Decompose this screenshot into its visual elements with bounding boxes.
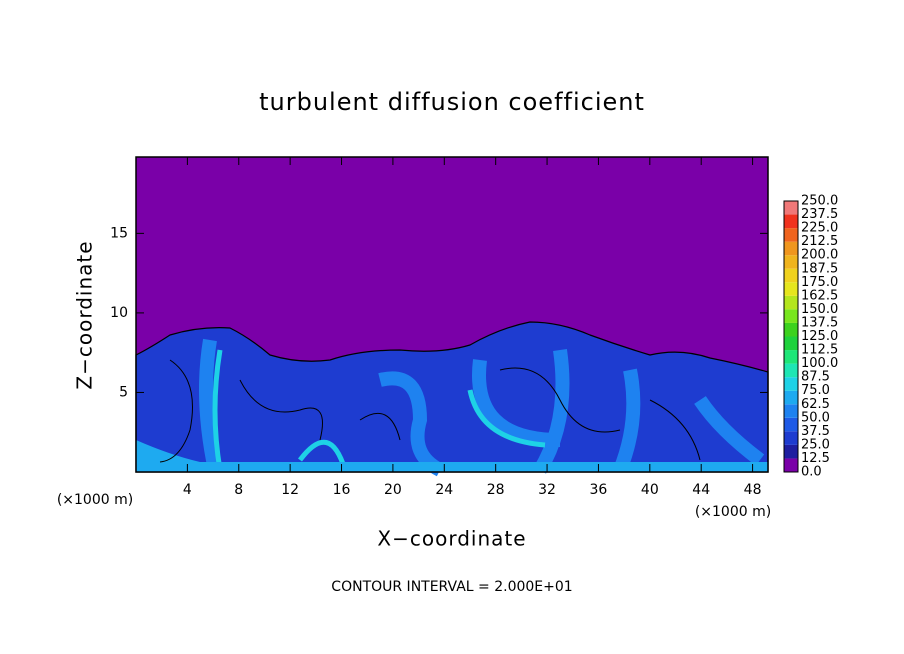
colorbar-swatch [784, 363, 798, 378]
colorbar-label: 225.0 [801, 221, 838, 236]
colorbar-label: 0.0 [801, 465, 822, 480]
x-unit-right: (×1000 m) [695, 504, 771, 520]
x-tick-label: 44 [692, 482, 710, 498]
colorbar-swatch [784, 255, 798, 269]
contour-line [159, 359, 701, 463]
colorbar-frame [783, 200, 799, 473]
colorbar-label: 150.0 [801, 302, 838, 317]
colorbar-swatch [784, 350, 798, 364]
y-tick-label: 15 [110, 225, 128, 241]
field-streak [212, 349, 546, 471]
colorbar-swatch [784, 241, 798, 256]
colorbar-label: 75.0 [801, 383, 830, 398]
colorbar-swatch [784, 336, 798, 351]
x-tick-label: 36 [590, 482, 608, 498]
field-region [135, 321, 769, 473]
colorbar-swatch [784, 214, 798, 229]
colorbar-swatch [784, 404, 798, 418]
colorbar-label: 137.5 [801, 315, 838, 330]
colorbar-label: 12.5 [801, 451, 830, 466]
colorbar-label: 212.5 [801, 234, 838, 249]
colorbar-swatch [784, 417, 798, 432]
x-tick-label: 40 [641, 482, 659, 498]
x-tick-label: 8 [234, 482, 243, 498]
x-tick-label: 32 [538, 482, 556, 498]
colorbar-label: 175.0 [801, 275, 838, 290]
colorbar-label: 125.0 [801, 329, 838, 344]
colorbar-swatch [784, 268, 798, 283]
x-tick-label: 20 [384, 482, 402, 498]
colorbar-swatch [784, 444, 798, 459]
colorbar-label: 187.5 [801, 261, 838, 276]
colorbar-label: 100.0 [801, 356, 838, 371]
colorbar-swatch [784, 431, 798, 445]
plot-frame [135, 156, 769, 473]
y-tick-label: 10 [110, 305, 128, 321]
colorbar-swatch [784, 390, 798, 405]
colorbar-swatch [784, 295, 798, 310]
y-axis-label: Z−coordinate [73, 240, 97, 389]
colorbar-label: 62.5 [801, 397, 830, 412]
colorbar-label: 50.0 [801, 410, 830, 425]
colorbar-label: 112.5 [801, 343, 838, 358]
x-unit-left: (×1000 m) [57, 492, 133, 508]
x-tick-label: 48 [744, 482, 762, 498]
field [135, 157, 769, 477]
field-bottom [136, 440, 768, 472]
colorbar-swatch [784, 322, 798, 337]
colorbar-label: 200.0 [801, 248, 838, 263]
x-tick-label: 28 [487, 482, 505, 498]
colorbar-label: 250.0 [801, 194, 838, 209]
colorbar-label: 162.5 [801, 288, 838, 303]
colorbar-swatch [784, 282, 798, 296]
colorbar-label: 37.5 [801, 424, 830, 439]
x-axis-label: X−coordinate [377, 527, 526, 551]
x-tick-label: 12 [281, 482, 299, 498]
colorbar-label: 25.0 [801, 437, 830, 452]
colorbar-label: 87.5 [801, 370, 830, 385]
field-streak [199, 338, 765, 477]
colorbar-swatch [784, 377, 798, 391]
footer: CONTOUR INTERVAL = 2.000E+01 [331, 579, 572, 595]
y-tick-label: 5 [119, 384, 128, 400]
x-tick-label: 4 [183, 482, 192, 498]
colorbar-swatch [784, 458, 798, 472]
colorbar-swatch [784, 201, 798, 215]
colorbar-swatch [784, 309, 798, 323]
x-tick-label: 24 [435, 482, 453, 498]
colorbar-swatch [784, 228, 798, 242]
colorbar-label: 237.5 [801, 207, 838, 222]
x-tick-label: 16 [333, 482, 351, 498]
chart-title: turbulent diffusion coefficient [259, 88, 645, 116]
